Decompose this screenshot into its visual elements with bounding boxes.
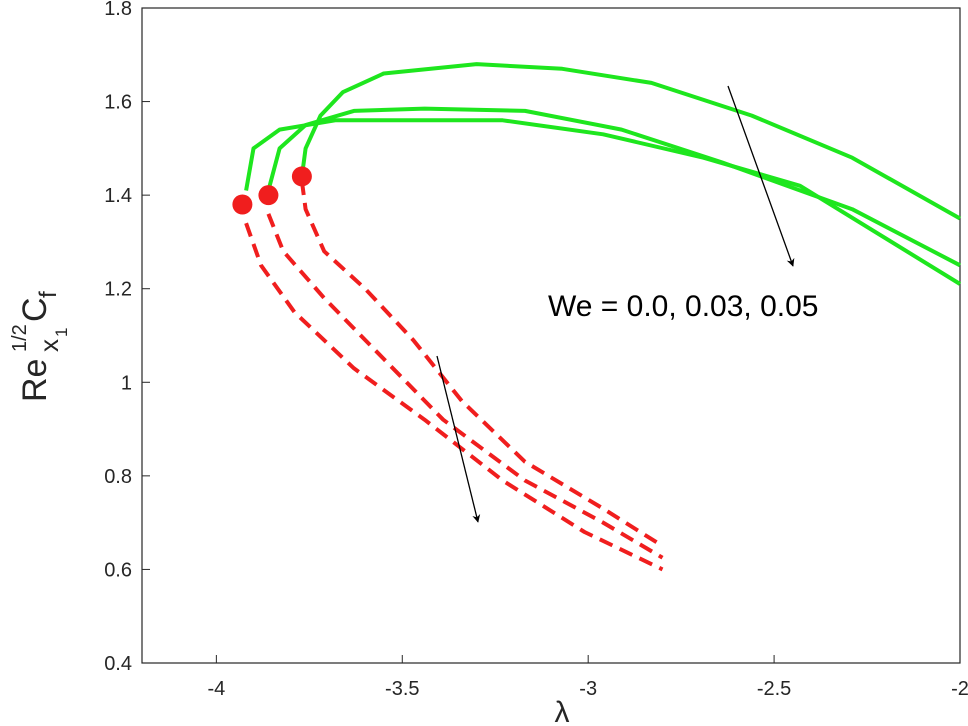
critical-point xyxy=(232,194,253,215)
x-tick-label: -2 xyxy=(951,678,968,700)
x-axis-label: λ xyxy=(555,696,570,726)
y-label-base: Re xyxy=(16,359,54,402)
y-axis-label: Re x 1 1/2 C f xyxy=(9,291,71,402)
y-tick-label: 0.4 xyxy=(104,653,132,675)
solid-line xyxy=(244,118,962,286)
y-label-sup: 1/2 xyxy=(9,324,31,352)
arrow xyxy=(727,85,795,267)
y-tick-label: 1.2 xyxy=(104,279,132,301)
solid-line xyxy=(299,62,961,221)
y-label-main-sub: f xyxy=(35,291,62,298)
y-label-subsub: 1 xyxy=(52,328,71,337)
plot-area xyxy=(232,62,962,572)
plot-frame xyxy=(141,7,961,664)
solid-line xyxy=(266,106,961,268)
x-tick-label: -4 xyxy=(207,678,225,700)
y-tick-label: 1.4 xyxy=(104,185,132,207)
y-tick-label: 0.8 xyxy=(104,466,132,488)
dashed-line xyxy=(266,213,664,560)
arrow xyxy=(436,355,481,523)
x-tick-label: -2.5 xyxy=(757,678,791,700)
y-label-main: C xyxy=(16,297,54,322)
x-tick-label: -3.5 xyxy=(385,678,419,700)
critical-point xyxy=(258,185,279,206)
dashed-line xyxy=(244,222,664,572)
y-tick-label: 1.6 xyxy=(104,92,132,114)
y-tick-label: 1 xyxy=(121,372,132,394)
dashed-line xyxy=(299,180,664,548)
x-tick-label: -3 xyxy=(579,678,597,700)
y-label-sub: x xyxy=(34,339,64,352)
critical-point xyxy=(291,166,312,187)
y-tick-label: 1.8 xyxy=(104,0,132,20)
annotation: We = 0.0, 0.03, 0.05 xyxy=(548,290,818,323)
y-tick-label: 0.6 xyxy=(104,559,132,581)
